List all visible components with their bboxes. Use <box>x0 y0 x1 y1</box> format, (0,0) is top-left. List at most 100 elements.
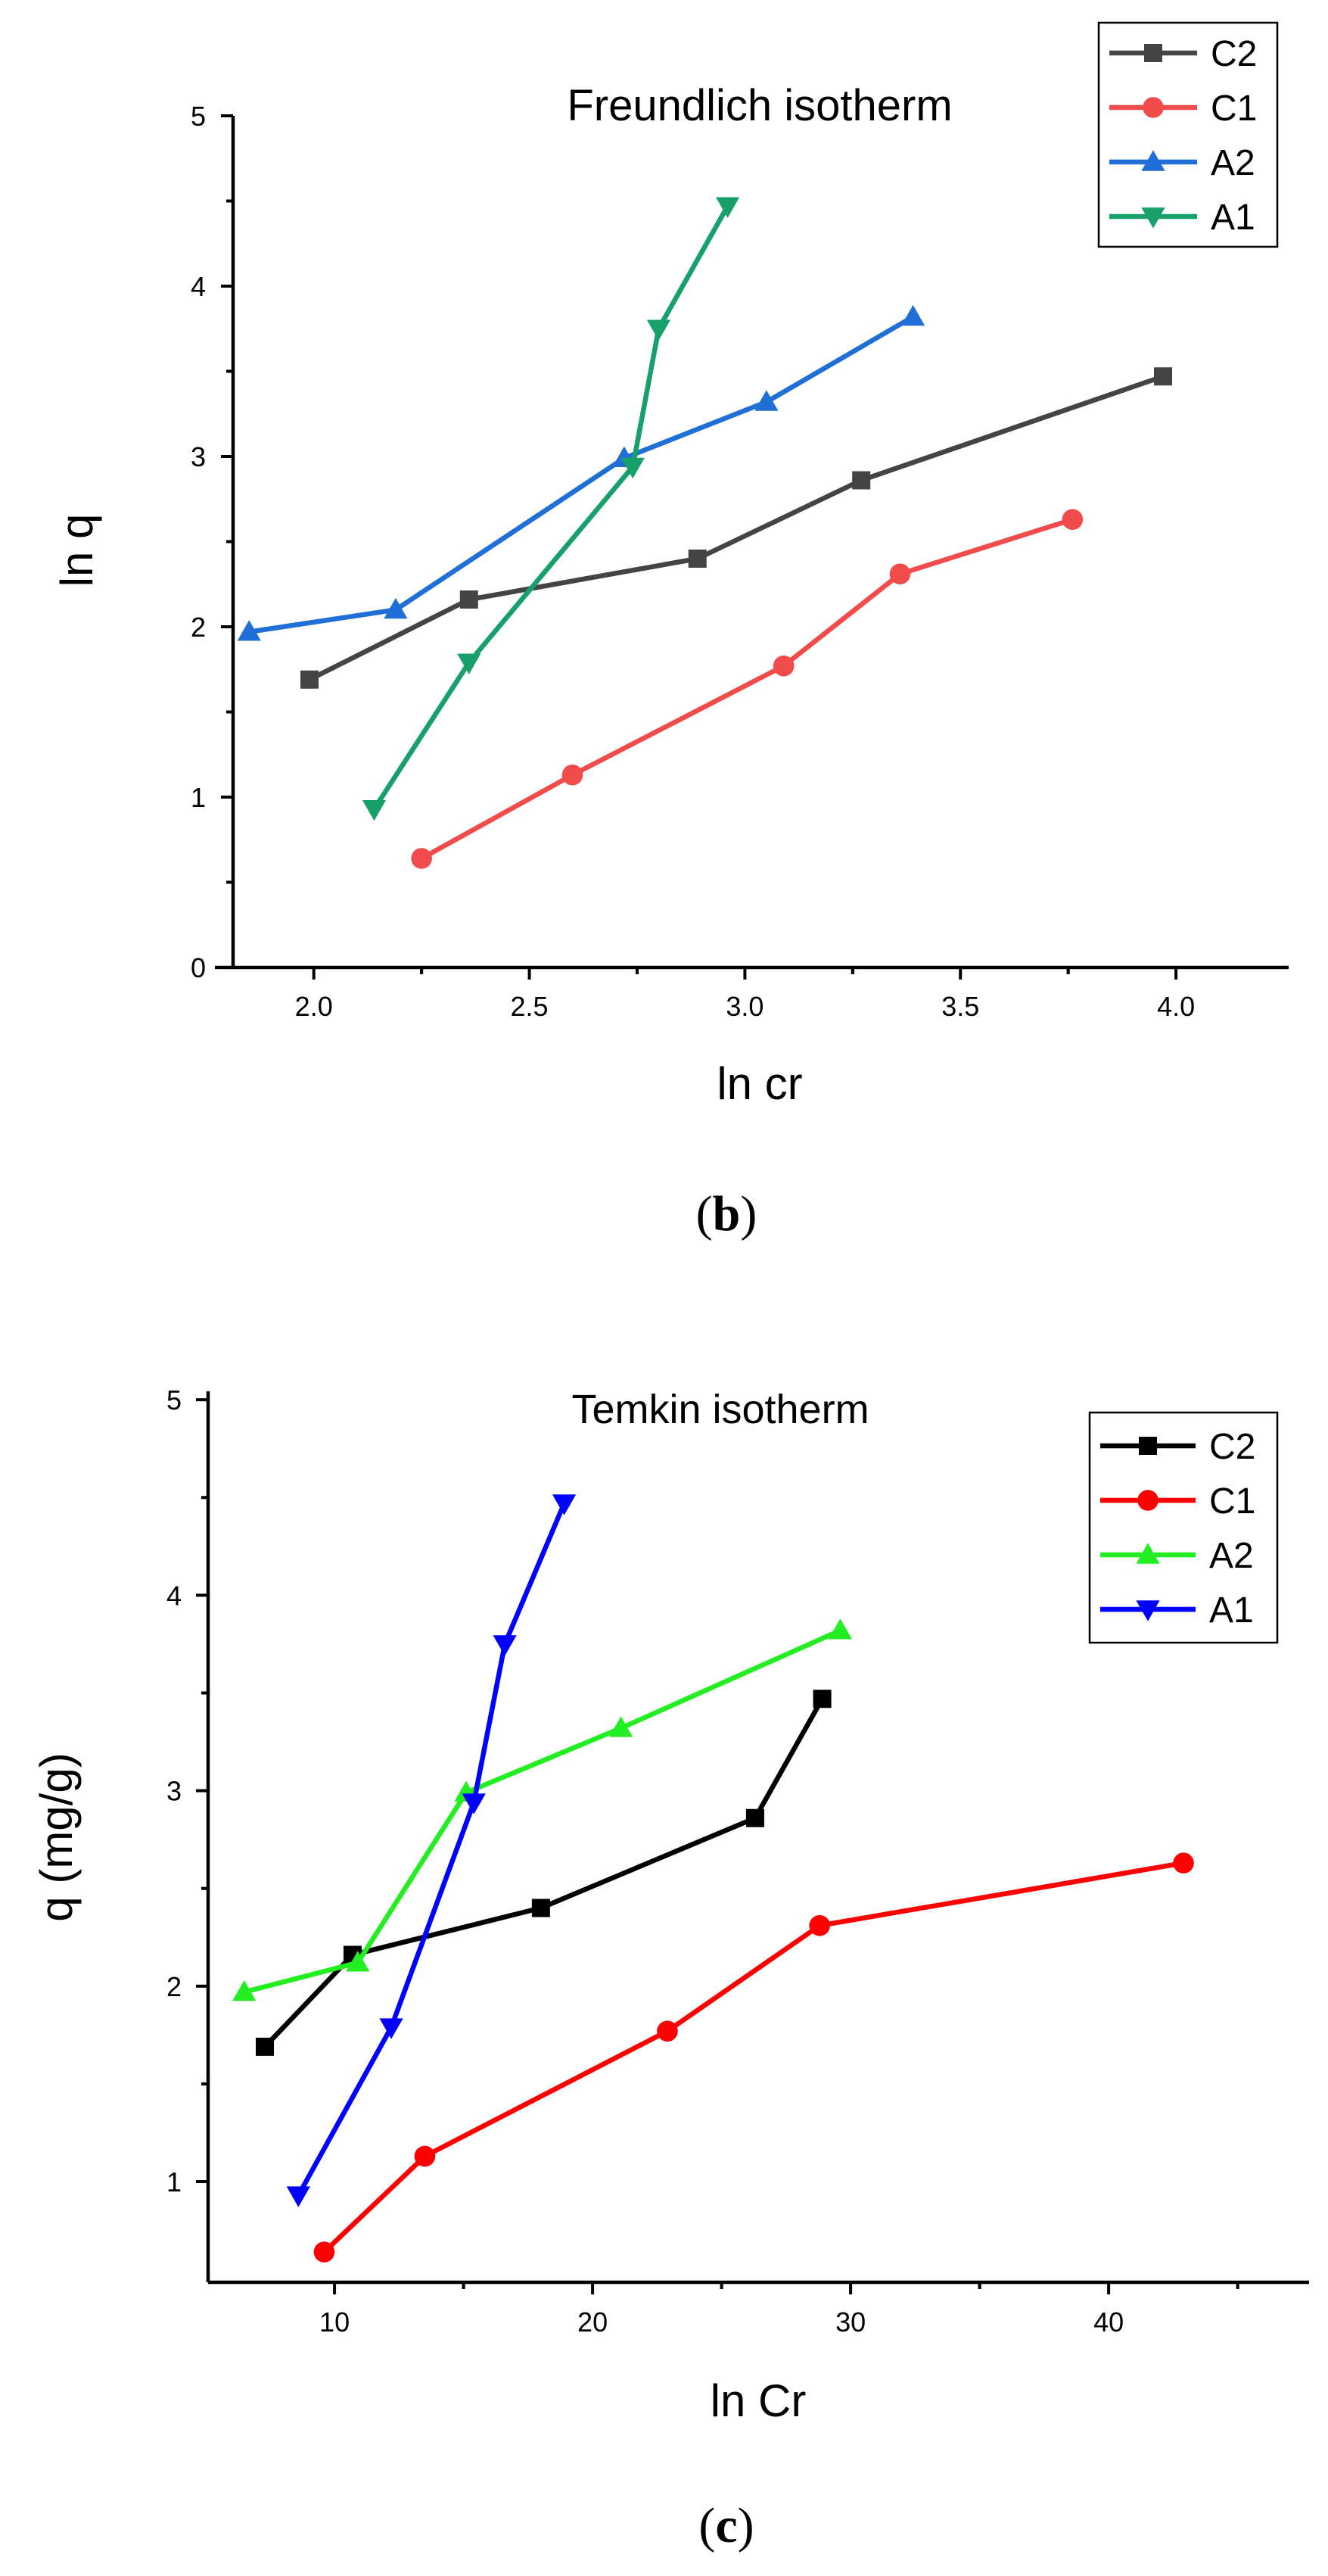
temkin-series-c2-line <box>263 1697 825 2049</box>
freundlich-series-a1 <box>362 197 740 821</box>
freundlich-y-tick-label: 2 <box>191 612 206 643</box>
freundlich-legend-a2: A2 <box>1109 143 1255 183</box>
freundlich-series-c1-point <box>773 655 795 677</box>
freundlich-series-c1-point <box>1062 509 1084 531</box>
temkin-series-a1-point <box>462 1793 486 1814</box>
temkin-series-c1 <box>313 1852 1194 2263</box>
freundlich-y-tick-label: 5 <box>191 101 206 132</box>
temkin-series-c2-point <box>531 1899 550 1917</box>
freundlich-series-a2-point <box>237 620 261 641</box>
temkin-y-tick-label: 1 <box>166 2166 182 2198</box>
temkin-series <box>232 1494 1194 2263</box>
temkin-legend-c2: C2 <box>1100 1427 1255 1467</box>
temkin-x-tick-label: 30 <box>835 2307 866 2338</box>
temkin-chart: Temkin isotherm ln Cr q (mg/g) 10 20 30 40 1… <box>31 1385 1309 2553</box>
freundlich-series-a2-point <box>384 597 408 619</box>
freundlich-x-axis-title: ln cr <box>717 1058 802 1109</box>
freundlich-series-c2 <box>300 367 1172 689</box>
freundlich-series-a2 <box>237 304 925 641</box>
temkin-legend-a1: A1 <box>1100 1590 1254 1631</box>
temkin-series-c1-point <box>809 1914 830 1936</box>
temkin-legend-c2-marker <box>1139 1437 1157 1455</box>
freundlich-y-tick-label: 4 <box>191 271 206 302</box>
freundlich-series-c1-line <box>420 517 1074 861</box>
freundlich-ticks: 2.0 2.5 3.0 3.5 4.0 0 1 2 3 4 5 <box>191 101 1195 1022</box>
freundlich-legend-frame <box>1097 21 1279 248</box>
freundlich-x-tick-label: 3.5 <box>941 991 979 1022</box>
temkin-y-axis-title: q (mg/g) <box>31 1752 82 1921</box>
temkin-series-a2-point <box>346 1951 370 1972</box>
temkin-series-a1-point <box>493 1635 517 1656</box>
freundlich-series-c2-point <box>1154 367 1172 386</box>
temkin-series-a1-point <box>552 1494 577 1515</box>
freundlich-legend-a2-marker <box>1141 150 1165 171</box>
temkin-series-a2-point <box>828 1618 853 1640</box>
freundlich-y-tick-label: 0 <box>191 952 206 983</box>
freundlich-series-c2-point <box>300 670 319 689</box>
freundlich-series-a1-point <box>362 800 387 821</box>
freundlich-x-tick-label: 3.0 <box>726 991 764 1022</box>
temkin-legend-a2-marker <box>1136 1543 1160 1564</box>
temkin-y-tick-label: 2 <box>166 1971 182 2002</box>
temkin-title: Temkin isotherm <box>571 1387 869 1432</box>
freundlich-series-a2-point <box>754 390 779 411</box>
freundlich-y-tick-label: 3 <box>191 441 206 472</box>
temkin-series-a1-point <box>379 2018 403 2039</box>
temkin-series-c2 <box>256 1690 832 2056</box>
freundlich-legend-a2-label: A2 <box>1211 143 1255 183</box>
temkin-series-a2 <box>232 1618 853 2001</box>
freundlich-series-c1-point <box>889 563 911 585</box>
temkin-series-c1-point <box>1173 1852 1194 1874</box>
temkin-series-c1-point <box>313 2241 335 2263</box>
panel-label-c-letter: c <box>715 2498 737 2553</box>
temkin-series-c2-point <box>813 1690 832 1709</box>
panel-label-b-letter: b <box>713 1186 741 1241</box>
freundlich-series-a1-point <box>716 197 740 218</box>
freundlich-series-c1 <box>411 509 1084 869</box>
freundlich-series-c2-line <box>308 374 1165 682</box>
temkin-series-a1 <box>286 1494 577 2207</box>
temkin-x-tick-label: 40 <box>1093 2307 1124 2338</box>
freundlich-legend-a1-marker <box>1141 207 1165 229</box>
freundlich-series-a2-point <box>900 304 925 326</box>
freundlich-legend-a1-label: A1 <box>1211 198 1255 238</box>
freundlich-legend-a1: A1 <box>1109 198 1255 238</box>
freundlich-x-tick-label: 2.5 <box>511 991 549 1022</box>
freundlich-y-axis-title: ln q <box>51 514 102 587</box>
temkin-legend: C2 C1 A2 A1 <box>1100 1427 1255 1631</box>
freundlich-x-tick-label: 2.0 <box>295 991 333 1022</box>
freundlich-title: Freundlich isotherm <box>567 81 952 130</box>
freundlich-legend-c1-marker <box>1143 97 1164 118</box>
freundlich-legend-c2-marker <box>1144 44 1162 62</box>
freundlich-x-tick-label: 4.0 <box>1157 991 1195 1022</box>
temkin-series-c1-line <box>322 1860 1184 2254</box>
temkin-y-tick-label: 5 <box>166 1385 182 1416</box>
temkin-series-c2-point <box>256 2037 274 2056</box>
temkin-legend-a1-label: A1 <box>1209 1590 1254 1631</box>
temkin-legend-c1-label: C1 <box>1209 1481 1255 1522</box>
temkin-legend-c1-marker <box>1137 1490 1159 1511</box>
temkin-legend-c1: C1 <box>1100 1481 1255 1522</box>
temkin-series-a2-point <box>608 1716 633 1737</box>
freundlich-series-c1-point <box>561 764 583 786</box>
freundlich-series-a1-point <box>620 457 645 479</box>
temkin-series-a2-point <box>232 1980 257 2001</box>
freundlich-series-a1-point <box>646 319 671 341</box>
freundlich-y-tick-label: 1 <box>191 782 206 813</box>
panel-label-c: (c) <box>698 2498 754 2553</box>
freundlich-legend-c1: C1 <box>1109 89 1257 129</box>
temkin-y-tick-label: 4 <box>166 1580 182 1611</box>
freundlich-legend-c2-label: C2 <box>1211 34 1257 74</box>
temkin-legend-c2-label: C2 <box>1209 1427 1255 1467</box>
temkin-series-c2-point <box>745 1808 764 1827</box>
freundlich-chart: Freundlich isotherm ln cr ln q 2.0 2.5 3.0… <box>51 21 1289 1241</box>
freundlich-series <box>237 197 1172 869</box>
temkin-x-tick-label: 20 <box>577 2307 608 2338</box>
panel-label-b: (b) <box>696 1186 757 1241</box>
temkin-series-a1-point <box>286 2186 310 2207</box>
temkin-x-tick-label: 10 <box>319 2307 350 2338</box>
temkin-legend-a1-marker <box>1136 1600 1160 1621</box>
temkin-ticks: 10 20 30 40 1 2 3 4 5 <box>166 1385 1239 2338</box>
temkin-x-axis-title: ln Cr <box>711 2375 807 2426</box>
